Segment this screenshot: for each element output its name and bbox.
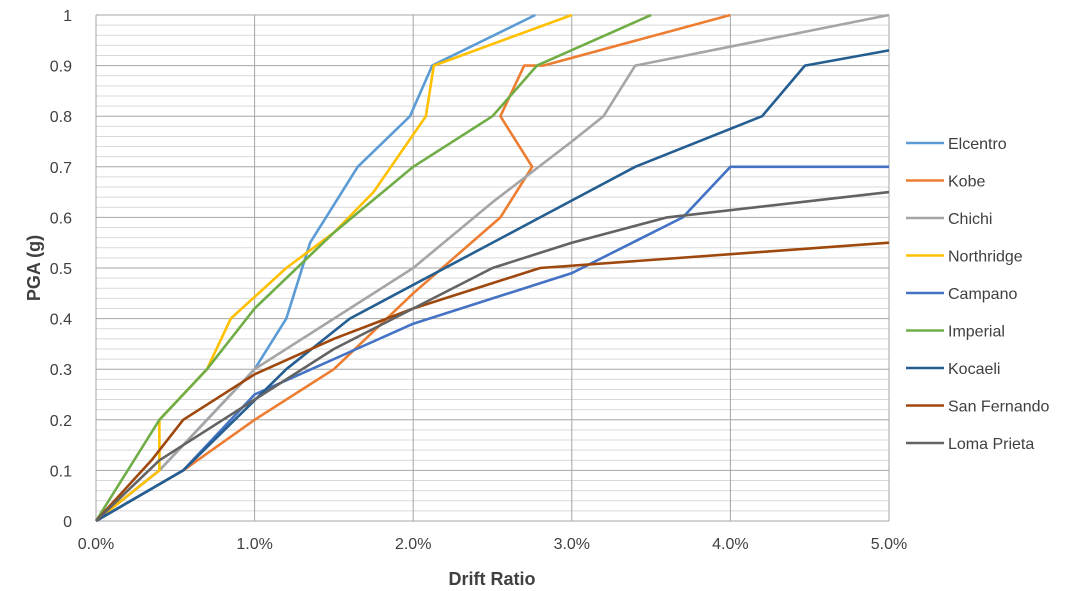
x-tick-labels: 0.0% 1.0% 2.0% 3.0% 4.0% 5.0%: [78, 536, 907, 553]
legend-label-campano: Campano: [948, 286, 1017, 303]
legend-label-loma-prieta: Loma Prieta: [948, 436, 1034, 453]
y-tick-label: 0.8: [50, 109, 72, 126]
y-tick-label: 0.4: [50, 312, 72, 329]
series-line-loma-prieta: [95, 190, 890, 522]
x-tick-label: 0.0%: [78, 536, 114, 553]
major-gridlines: [95, 14, 890, 522]
y-tick-labels: 0 0.1 0.2 0.3 0.4 0.5 0.6 0.7 0.8 0.9 1: [50, 8, 72, 531]
series-line-kocaeli: [95, 49, 890, 523]
x-tick-label: 2.0%: [395, 536, 431, 553]
series-line-san-fernando: [95, 241, 890, 522]
y-tick-label: 0.7: [50, 160, 72, 177]
series-line-northridge: [95, 13, 573, 523]
legend-label-kobe: Kobe: [948, 174, 985, 191]
minor-gridlines: [96, 24, 889, 512]
y-tick-label: 0.3: [50, 362, 72, 379]
series-line-imperial: [94, 13, 652, 522]
legend-label-kocaeli: Kocaeli: [948, 361, 1000, 378]
y-tick-label: 0.5: [50, 261, 72, 278]
y-tick-label: 0.1: [50, 463, 72, 480]
y-tick-label: 0.9: [50, 59, 72, 76]
x-tick-label: 1.0%: [236, 536, 272, 553]
legend: Elcentro Kobe Chichi Northridge Campano Imper…: [906, 136, 1050, 453]
x-tick-label: 5.0%: [871, 536, 907, 553]
y-tick-label: 0.2: [50, 413, 72, 430]
y-tick-label: 0.6: [50, 210, 72, 227]
legend-label-elcentro: Elcentro: [948, 136, 1007, 153]
legend-label-imperial: Imperial: [948, 324, 1005, 341]
series-lines: [94, 13, 890, 523]
legend-label-chichi: Chichi: [948, 211, 992, 228]
series-line-chichi: [95, 13, 890, 523]
x-tick-label: 4.0%: [712, 536, 748, 553]
legend-label-northridge: Northridge: [948, 249, 1023, 266]
y-tick-label: 0: [63, 514, 72, 531]
y-axis-title: PGA (g): [24, 235, 44, 301]
x-tick-label: 3.0%: [554, 536, 590, 553]
series-line-campano: [95, 165, 889, 523]
x-axis-title: Drift Ratio: [449, 569, 536, 589]
legend-label-san-fernando: San Fernando: [948, 399, 1050, 416]
y-tick-label: 1: [63, 8, 72, 25]
series-line-kobe: [95, 13, 731, 523]
